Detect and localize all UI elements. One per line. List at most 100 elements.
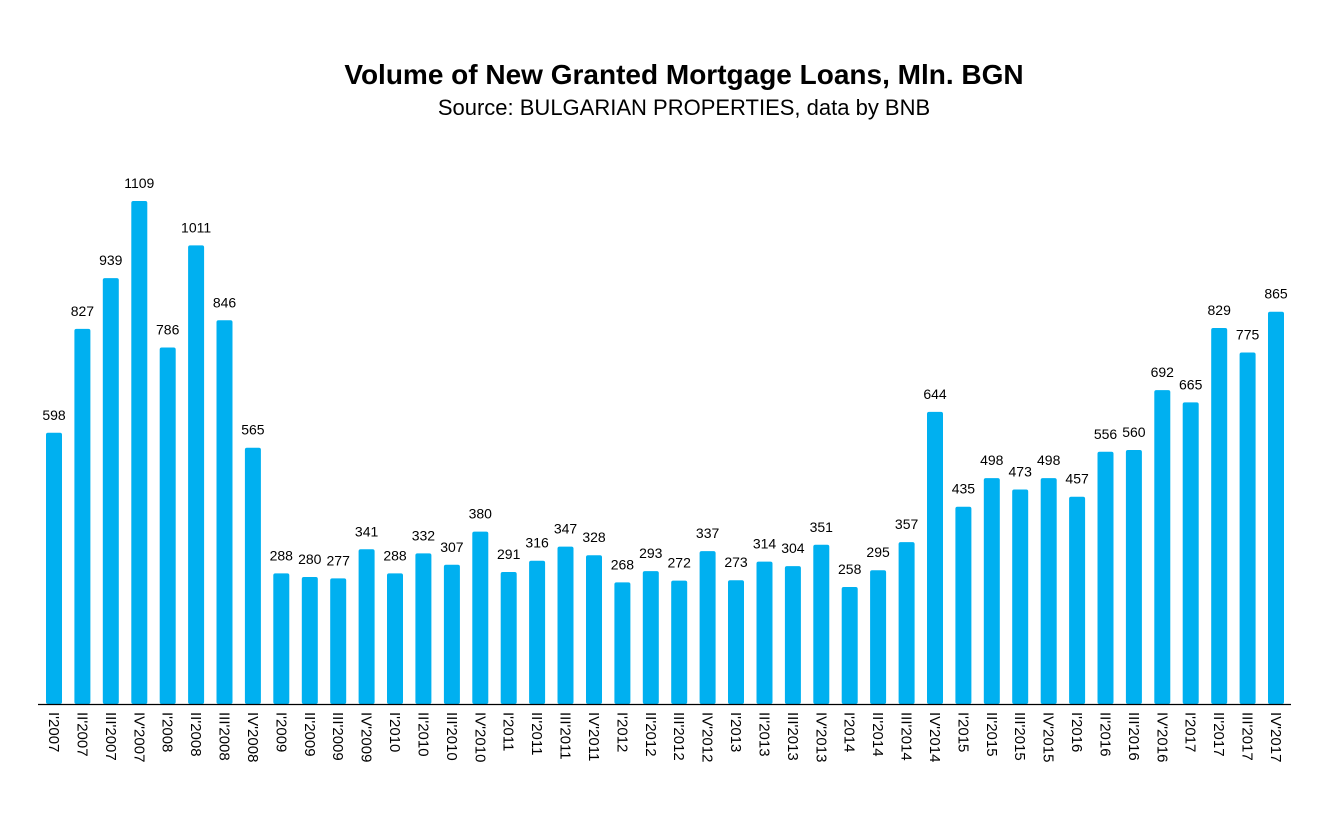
bar (614, 582, 631, 704)
data-label: 314 (753, 536, 777, 552)
data-label: 347 (554, 521, 578, 537)
x-tick-label: IV'2017 (1267, 712, 1284, 762)
data-label: 829 (1208, 302, 1232, 318)
x-tick-label: I'2012 (613, 712, 630, 752)
data-label: 1109 (124, 175, 154, 191)
data-label: 846 (213, 294, 237, 310)
x-tick-label: III'2013 (784, 712, 801, 761)
x-tick-label: I'2015 (954, 712, 971, 752)
bar (244, 447, 261, 704)
data-label: 827 (71, 303, 95, 319)
bar (1097, 451, 1114, 704)
data-label: 268 (611, 556, 635, 572)
data-label: 316 (525, 535, 549, 551)
data-label: 665 (1179, 376, 1203, 392)
x-tick-label: II'2013 (756, 712, 773, 757)
x-tick-label: I'2007 (45, 712, 62, 752)
bar (671, 580, 688, 704)
bar (699, 551, 716, 704)
data-label: 565 (241, 422, 265, 438)
x-tick-label: III'2007 (102, 712, 119, 761)
bar (586, 555, 602, 704)
x-tick-label: III'2015 (1011, 712, 1028, 761)
data-label: 457 (1065, 471, 1089, 487)
bar (500, 572, 517, 704)
data-label: 351 (810, 519, 834, 535)
x-tick-label: I'2011 (500, 712, 517, 751)
data-label: 288 (270, 547, 294, 563)
data-label: 341 (355, 523, 379, 539)
bar (188, 245, 205, 704)
data-label: 288 (383, 547, 407, 563)
x-tick-label: III'2010 (443, 712, 460, 761)
bar (159, 347, 176, 704)
x-tick-label: II'2012 (642, 712, 659, 757)
data-label: 498 (980, 452, 1004, 468)
x-tick-label: III'2012 (670, 712, 687, 761)
x-tick-label: I'2013 (727, 712, 744, 752)
data-label: 273 (724, 554, 748, 570)
bar (273, 573, 290, 704)
bar (557, 546, 574, 704)
x-tick-label: IV'2010 (471, 712, 488, 762)
x-tick-label: III'2008 (216, 712, 233, 761)
x-tick-label: II'2008 (187, 712, 204, 757)
x-tick-label: III'2011 (557, 712, 574, 760)
data-label: 291 (497, 546, 521, 562)
x-tick-label: III'2016 (1125, 712, 1142, 761)
x-tick-label: I'2014 (841, 712, 858, 752)
data-label: 304 (781, 540, 805, 556)
bar (841, 587, 858, 704)
bar (443, 564, 460, 704)
bar (728, 580, 744, 704)
bar (1125, 450, 1142, 704)
bar (784, 566, 801, 704)
bar (898, 542, 915, 704)
x-tick-label: II'2015 (983, 712, 1000, 757)
bar (1040, 478, 1057, 704)
bar (1154, 390, 1171, 704)
x-tick-label: II'2017 (1210, 712, 1227, 757)
data-label: 865 (1264, 286, 1288, 302)
x-tick-label: I'2008 (159, 712, 176, 752)
bar (870, 570, 887, 704)
bar (330, 578, 347, 704)
x-tick-label: III'2017 (1239, 712, 1256, 761)
bar (642, 571, 659, 704)
x-tick-label: II'2016 (1097, 712, 1114, 757)
x-tick-label: IV'2013 (812, 712, 829, 762)
x-tick-label: IV'2011 (585, 712, 602, 761)
bar (216, 320, 233, 704)
bar (358, 549, 375, 704)
x-tick-label: IV'2007 (130, 712, 147, 762)
bar (301, 577, 318, 704)
x-tick-label: IV'2016 (1153, 712, 1170, 762)
bar (1012, 489, 1029, 704)
x-tick-label: II'2007 (73, 712, 90, 757)
bar (131, 201, 148, 704)
bar (813, 544, 830, 704)
x-tick-label: II'2010 (414, 712, 431, 757)
data-label: 280 (298, 551, 322, 567)
chart-title: Volume of New Granted Mortgage Loans, Ml… (344, 59, 1023, 90)
bar (955, 506, 972, 704)
bar (387, 573, 403, 704)
bars-group: 598 I'2007 827 II'2007 939 III'2007 1109 IV'200… (42, 175, 1288, 762)
x-tick-label: I'2010 (386, 712, 403, 752)
x-tick-label: II'2009 (301, 712, 318, 757)
data-label: 435 (952, 481, 976, 497)
x-tick-label: III'2009 (329, 712, 346, 761)
bar (1182, 402, 1199, 704)
bar (74, 328, 91, 704)
data-label: 295 (866, 544, 890, 560)
data-label: 939 (99, 252, 123, 268)
bar (46, 432, 62, 704)
data-label: 380 (469, 506, 493, 522)
bar (927, 411, 943, 704)
data-label: 1011 (181, 219, 211, 235)
x-tick-label: I'2016 (1068, 712, 1085, 752)
bar (1239, 352, 1256, 704)
data-label: 307 (440, 539, 464, 555)
x-tick-label: IV'2012 (699, 712, 716, 762)
